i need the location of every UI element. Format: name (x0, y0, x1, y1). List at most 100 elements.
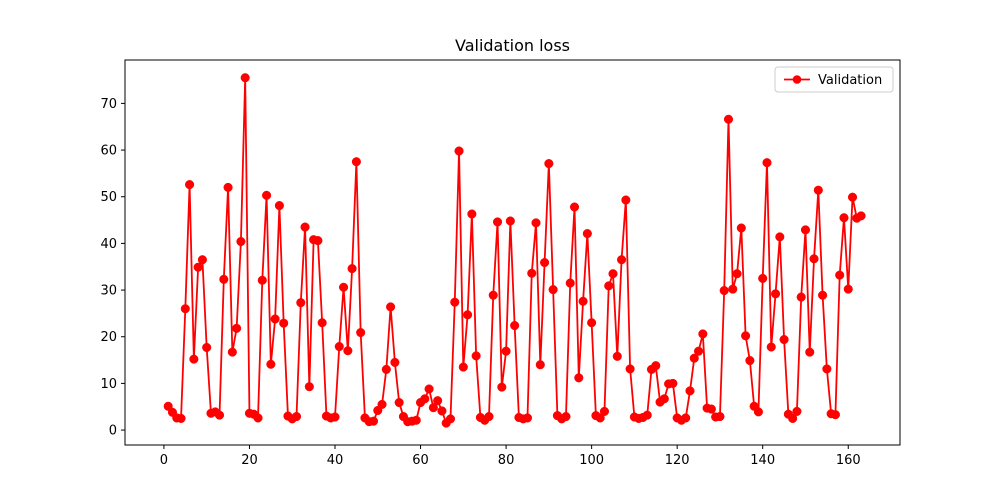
x-tick-label: 140 (750, 453, 775, 468)
data-point (685, 386, 695, 396)
data-point (753, 407, 763, 417)
data-point (621, 195, 631, 205)
y-tick-label: 40 (100, 237, 117, 252)
data-point (561, 411, 571, 422)
x-tick-label: 120 (665, 453, 690, 468)
data-point (527, 268, 537, 278)
data-point (715, 411, 725, 422)
data-point (856, 211, 866, 221)
data-point (522, 413, 533, 423)
data-point (719, 285, 729, 296)
data-point (334, 341, 344, 352)
y-tick-label: 60 (100, 144, 117, 159)
data-point (411, 415, 421, 425)
legend: Validation (774, 66, 894, 93)
data-point (698, 329, 708, 339)
data-point (317, 318, 327, 328)
data-point (531, 218, 541, 228)
data-point (681, 413, 691, 423)
data-point (659, 394, 669, 404)
x-tick-label: 60 (412, 453, 429, 468)
data-point (467, 209, 477, 219)
y-tick-label: 70 (100, 97, 117, 112)
y-tick-label: 30 (100, 284, 117, 299)
data-point (304, 382, 314, 392)
data-point (809, 254, 819, 264)
data-point (835, 270, 845, 280)
data-point (612, 351, 622, 361)
data-point (266, 359, 276, 369)
data-point (706, 404, 716, 414)
data-point (595, 413, 605, 423)
data-point (728, 284, 738, 294)
data-point (775, 232, 785, 242)
data-point (587, 318, 597, 328)
data-point (535, 360, 545, 370)
data-point (330, 412, 340, 422)
data-point (437, 406, 447, 416)
data-point (501, 346, 511, 356)
data-point (381, 364, 391, 374)
data-point (445, 414, 456, 424)
data-point (604, 281, 614, 291)
data-point (463, 310, 473, 320)
data-point (813, 185, 823, 195)
data-point (492, 217, 503, 227)
data-point (257, 275, 267, 285)
data-point (339, 282, 349, 292)
data-point (642, 410, 652, 420)
chart-title: Validation loss (455, 36, 570, 55)
data-point (291, 411, 302, 422)
y-tick-label: 50 (100, 190, 117, 205)
data-point (232, 323, 242, 333)
data-point (450, 297, 460, 307)
axes: 0 20 40 60 80 100 120 140 160 0 10 20 30 40 50 60 70 (100, 59, 901, 468)
data-point (300, 222, 310, 232)
data-point (779, 334, 789, 345)
y-tick-label: 10 (100, 377, 117, 392)
data-point (540, 257, 550, 268)
data-point (796, 292, 806, 302)
x-tick-label: 100 (579, 453, 604, 468)
data-point (236, 236, 246, 247)
data-point (847, 192, 858, 202)
data-point (488, 290, 498, 300)
data-point (843, 284, 853, 294)
legend-label-validation: Validation (818, 73, 882, 88)
data-point (689, 353, 699, 363)
data-point (599, 406, 610, 416)
data-point (471, 351, 481, 361)
data-point (839, 213, 849, 223)
data-point (818, 290, 828, 300)
data-point (651, 361, 661, 371)
data-point (770, 289, 781, 299)
data-point (510, 320, 520, 331)
data-point (458, 362, 468, 372)
data-point (386, 302, 396, 312)
data-point (377, 399, 387, 409)
data-point (758, 273, 768, 283)
data-point (343, 346, 353, 356)
legend-marker-validation (792, 75, 802, 84)
data-point (822, 364, 832, 374)
data-point (424, 384, 434, 394)
data-point (262, 190, 272, 200)
data-point (223, 182, 233, 192)
data-point (176, 413, 186, 423)
data-point (625, 364, 635, 374)
data-point (202, 342, 212, 353)
data-point (741, 331, 751, 341)
data-point (800, 225, 811, 235)
data-point (270, 314, 280, 324)
data-point (544, 159, 554, 169)
data-point (732, 269, 742, 279)
data-point (745, 355, 755, 366)
x-tick-label: 40 (327, 453, 344, 468)
data-point (253, 413, 263, 423)
legend-box (774, 66, 894, 93)
data-point (193, 262, 203, 272)
plot-area (163, 73, 866, 428)
data-point (428, 403, 438, 413)
data-point (617, 255, 627, 265)
